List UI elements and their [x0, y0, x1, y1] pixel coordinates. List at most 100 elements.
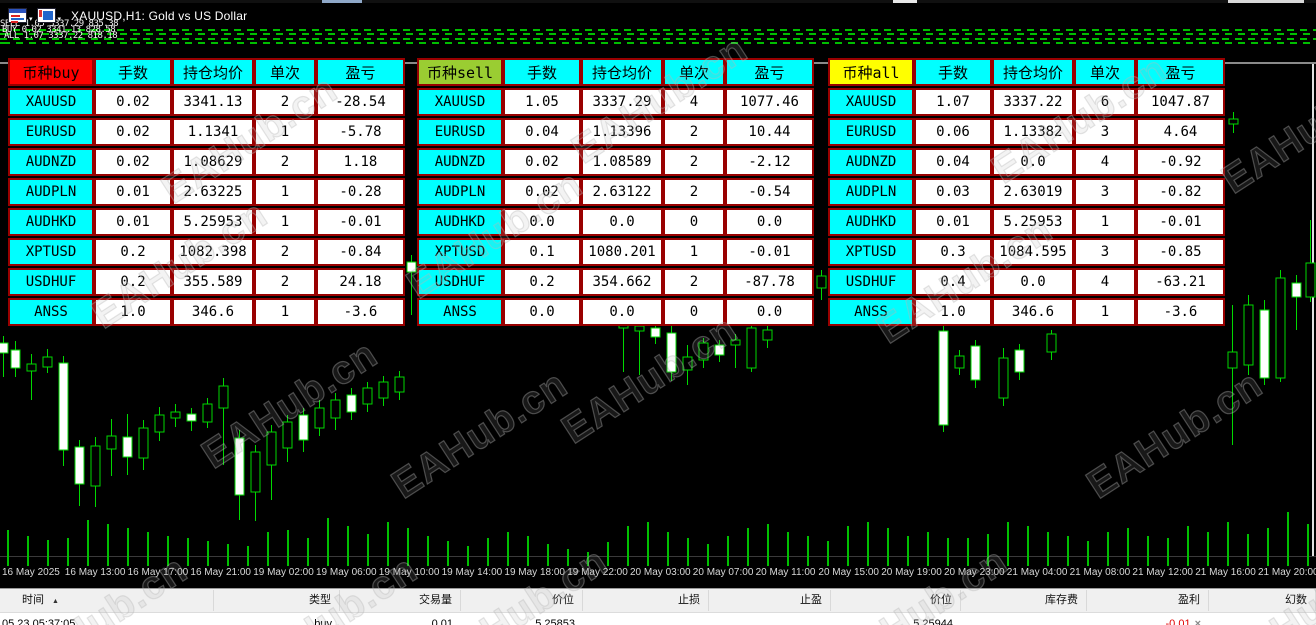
value-cell: 0.02: [94, 148, 172, 176]
terminal-col-profit[interactable]: 盈利: [1087, 590, 1209, 611]
value-cell: 3337.22: [992, 88, 1074, 116]
candle-body: [816, 275, 827, 289]
value-cell: 0.2: [94, 238, 172, 266]
terminal-col-sl[interactable]: 止损: [583, 590, 709, 611]
value-cell: 2: [663, 118, 725, 146]
chevron-down-icon[interactable]: ▾: [57, 16, 62, 23]
value-cell: 1: [254, 178, 316, 206]
window-top-edge-segment: [893, 0, 917, 3]
terminal-col-type[interactable]: 类型: [214, 590, 340, 611]
table-header: 盈亏: [725, 58, 814, 86]
terminal-col-price2[interactable]: 价位: [831, 590, 961, 611]
time-axis-label: 19 May 22:00: [567, 567, 628, 578]
candle-body: [1259, 309, 1270, 379]
symbol-cell: XPTUSD: [417, 238, 503, 266]
value-cell: 1.08629: [172, 148, 254, 176]
value-cell: 346.6: [172, 298, 254, 326]
terminal-cell-time: 05.23 05:37:05: [2, 618, 76, 625]
value-cell: 354.662: [581, 268, 663, 296]
candle-body: [938, 330, 949, 426]
value-cell: -0.85: [1136, 238, 1225, 266]
table-header-symbol-all: 币种all: [828, 58, 914, 86]
symbol-cell: USDHUF: [828, 268, 914, 296]
candle-body: [954, 355, 965, 369]
terminal-col-price[interactable]: 价位: [461, 590, 583, 611]
table-header: 持仓均价: [172, 58, 254, 86]
value-cell: 3337.29: [581, 88, 663, 116]
terminal-col-tp[interactable]: 止盈: [709, 590, 831, 611]
symbol-cell: XPTUSD: [8, 238, 94, 266]
value-cell: 1.13396: [581, 118, 663, 146]
time-axis-label: 16 May 13:00: [64, 567, 126, 578]
terminal-history-row[interactable]: 05.23 05:37:05 buy 0.01 5.25853 5.25944 -0.01…: [0, 613, 1316, 625]
dashed-line: [0, 33, 1316, 35]
candle-body: [378, 381, 389, 399]
time-axis-label: 16 May 2025: [2, 567, 60, 578]
value-cell: -3.6: [316, 298, 405, 326]
value-cell: 2.63019: [992, 178, 1074, 206]
value-cell: 1080.201: [581, 238, 663, 266]
tick-chart-icon[interactable]: [36, 8, 56, 23]
value-cell: 24.18: [316, 268, 405, 296]
value-cell: -0.54: [725, 178, 814, 206]
glitch-text-line: SELL 1.05 3337.29 835.38: [0, 19, 119, 29]
symbol-cell: AUDHKD: [828, 208, 914, 236]
candle-body: [90, 445, 101, 487]
window-top-edge: [0, 0, 1316, 3]
time-axis-label: 20 May 11:00: [755, 567, 816, 578]
symbol-cell: ANSS: [828, 298, 914, 326]
symbol-cell: AUDHKD: [417, 208, 503, 236]
candle-body: [26, 363, 37, 372]
candle-body: [1243, 304, 1254, 366]
time-axis-label: 19 May 06:00: [316, 567, 377, 578]
value-cell: 1047.87: [1136, 88, 1225, 116]
value-cell: 2: [663, 178, 725, 206]
value-cell: 1: [254, 208, 316, 236]
terminal-col-magic[interactable]: 幻数: [1209, 590, 1316, 611]
chart-list-icon[interactable]: [8, 8, 27, 23]
value-cell: 0.03: [914, 178, 992, 206]
value-cell: 0.0: [503, 208, 581, 236]
value-cell: 1.1341: [172, 118, 254, 146]
value-cell: -0.01: [316, 208, 405, 236]
value-cell: -28.54: [316, 88, 405, 116]
candle-body: [998, 357, 1009, 399]
value-cell: 10.44: [725, 118, 814, 146]
candle-body: [154, 414, 165, 433]
value-cell: -0.01: [1136, 208, 1225, 236]
terminal-col-volume[interactable]: 交易量: [340, 590, 461, 611]
value-cell: 1.18: [316, 148, 405, 176]
value-cell: 0.1: [503, 238, 581, 266]
terminal-col-label: 交易量: [419, 594, 452, 606]
value-cell: 1: [254, 118, 316, 146]
candle-body: [1228, 118, 1239, 125]
terminal-col-swap[interactable]: 库存费: [961, 590, 1087, 611]
table-header: 手数: [914, 58, 992, 86]
terminal-col-time[interactable]: 时间 ▲: [0, 590, 214, 611]
time-axis-label: 19 May 02:00: [253, 567, 314, 578]
window-top-edge-segment: [0, 0, 1316, 3]
value-cell: 1.0: [94, 298, 172, 326]
time-axis-label: 20 May 19:00: [881, 567, 942, 578]
value-cell: 0.2: [503, 268, 581, 296]
value-cell: 0.4: [914, 268, 992, 296]
symbol-cell: AUDPLN: [417, 178, 503, 206]
value-cell: -3.6: [1136, 298, 1225, 326]
value-cell: 4: [663, 88, 725, 116]
terminal-panel: 时间 ▲ 类型 交易量 价位 止损 止盈 价位 库存费 盈利 幻数 05.23 05:37:05 bu…: [0, 588, 1316, 625]
candle-body: [650, 327, 661, 338]
value-cell: 0.02: [94, 88, 172, 116]
candle-body: [1227, 351, 1238, 369]
terminal-cell-volume: 0.01: [431, 618, 453, 625]
value-cell: 3: [1074, 178, 1136, 206]
close-position-icon[interactable]: ×: [1194, 618, 1201, 625]
chevron-down-icon[interactable]: ▾: [29, 16, 33, 23]
candle-body: [330, 399, 341, 419]
time-axis-label: 21 May 04:00: [1006, 567, 1068, 578]
value-cell: 4.64: [1136, 118, 1225, 146]
candle-body: [1275, 277, 1286, 379]
value-cell: 0.0: [581, 298, 663, 326]
table-header: 盈亏: [316, 58, 405, 86]
